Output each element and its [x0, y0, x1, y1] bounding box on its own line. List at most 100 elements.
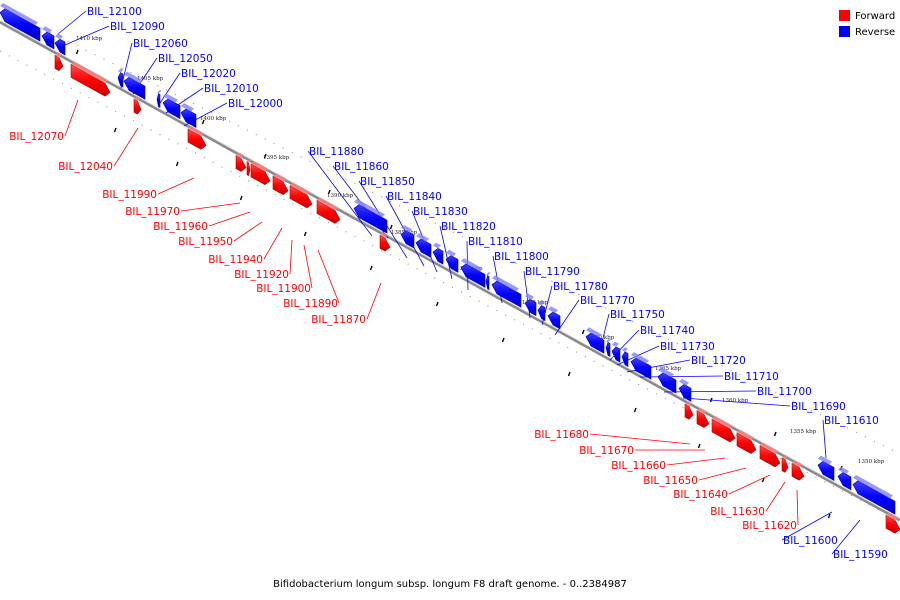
gene-label[interactable]: BIL_11820 — [441, 221, 496, 233]
gene-label[interactable]: BIL_11880 — [309, 146, 364, 158]
gene-label[interactable]: BIL_12050 — [158, 53, 213, 65]
reverse-gene-block[interactable] — [605, 341, 611, 358]
gene-label[interactable]: BIL_11790 — [525, 266, 580, 278]
gene-label[interactable]: BIL_11630 — [710, 506, 765, 518]
forward-gene-block[interactable] — [70, 63, 111, 97]
gene-label[interactable]: BIL_11950 — [178, 236, 233, 248]
forward-gene-block[interactable] — [187, 128, 207, 150]
gene-label[interactable]: BIL_11830 — [413, 206, 468, 218]
gene-label[interactable]: BIL_11890 — [283, 298, 338, 310]
gene-label[interactable]: BIL_11900 — [256, 283, 311, 295]
gene-block-bevel — [622, 347, 628, 352]
tick-mark — [303, 231, 307, 237]
gene-label[interactable]: BIL_11870 — [311, 314, 366, 326]
gene-label[interactable]: BIL_11670 — [579, 445, 634, 457]
reverse-gene-block[interactable] — [630, 357, 652, 380]
gene-callout-line — [180, 202, 241, 212]
gene-label[interactable]: BIL_11620 — [742, 520, 797, 532]
reverse-gene-block[interactable] — [621, 351, 629, 368]
gene-label[interactable]: BIL_11690 — [791, 401, 846, 413]
gene-label[interactable]: BIL_11940 — [208, 254, 263, 266]
gene-label[interactable]: BIL_12040 — [58, 161, 113, 173]
gene-label[interactable]: BIL_11590 — [833, 549, 888, 561]
reverse-gene-block[interactable] — [657, 372, 677, 394]
gene-label[interactable]: BIL_11920 — [234, 269, 289, 281]
gene-label[interactable]: BIL_11610 — [824, 415, 879, 427]
gene-label[interactable]: BIL_11860 — [334, 161, 389, 173]
gene-label[interactable]: BIL_11840 — [387, 191, 442, 203]
gene-label[interactable]: BIL_11700 — [757, 386, 812, 398]
reverse-gene-block[interactable] — [54, 38, 66, 56]
gene-label[interactable]: BIL_12100 — [87, 6, 142, 18]
reverse-gene-block[interactable] — [817, 461, 835, 481]
reverse-gene-block[interactable] — [180, 108, 197, 128]
gene-block-bevel — [792, 460, 802, 468]
gene-label[interactable]: BIL_12060 — [133, 38, 188, 50]
forward-gene-block[interactable] — [781, 457, 789, 473]
reverse-gene-block[interactable] — [162, 98, 181, 120]
gene-label[interactable]: BIL_11960 — [153, 221, 208, 233]
gene-label[interactable]: BIL_12000 — [228, 98, 283, 110]
forward-gene-block[interactable] — [696, 410, 710, 428]
reverse-gene-block[interactable] — [524, 298, 537, 317]
gene-label[interactable]: BIL_11640 — [673, 489, 728, 501]
gene-label[interactable]: BIL_11710 — [724, 371, 779, 383]
gene-block-bevel — [401, 224, 412, 233]
reverse-gene-block[interactable] — [432, 248, 444, 265]
gene-callout-line — [728, 474, 771, 495]
gene-label[interactable]: BIL_11850 — [360, 176, 415, 188]
gene-label[interactable]: BIL_12010 — [204, 83, 259, 95]
tick-mark — [327, 189, 331, 195]
reverse-gene-block[interactable] — [485, 275, 490, 291]
reverse-gene-block[interactable] — [445, 255, 459, 273]
gene-label[interactable]: BIL_11750 — [610, 309, 665, 321]
forward-gene-block[interactable] — [54, 54, 64, 72]
reverse-gene-block[interactable] — [585, 332, 605, 354]
gene-label[interactable]: BIL_11780 — [553, 281, 608, 293]
gene-label[interactable]: BIL_11650 — [643, 475, 698, 487]
reverse-gene-block[interactable] — [123, 77, 146, 100]
gene-label[interactable]: BIL_11720 — [691, 355, 746, 367]
forward-gene-block[interactable] — [379, 234, 391, 252]
gene-label[interactable]: BIL_11990 — [102, 189, 157, 201]
gene-label[interactable]: BIL_11770 — [580, 295, 635, 307]
reverse-gene-block[interactable] — [415, 238, 432, 258]
gene-label[interactable]: BIL_12090 — [110, 21, 165, 33]
gene-label[interactable]: BIL_12070 — [9, 131, 64, 143]
reverse-gene-block[interactable] — [400, 230, 415, 249]
gene-label[interactable]: BIL_12020 — [181, 68, 236, 80]
reverse-gene-block[interactable] — [611, 346, 621, 363]
forward-gene-block[interactable] — [235, 155, 247, 172]
gene-label[interactable]: BIL_11740 — [640, 325, 695, 337]
reverse-gene-block[interactable] — [491, 280, 522, 308]
gene-block-bevel — [461, 258, 483, 272]
reverse-gene-block[interactable] — [460, 263, 486, 288]
reverse-gene-block[interactable] — [156, 93, 161, 109]
gene-label[interactable]: BIL_11800 — [494, 251, 549, 263]
forward-gene-block[interactable] — [246, 161, 251, 176]
reverse-gene-block[interactable] — [547, 311, 561, 330]
forward-gene-block[interactable] — [250, 163, 271, 185]
gene-block-bevel — [236, 152, 244, 159]
tick-label: 1400 kbp — [200, 116, 227, 122]
forward-gene-block[interactable] — [684, 403, 694, 420]
reverse-gene-block[interactable] — [117, 72, 124, 88]
reverse-gene-block[interactable] — [353, 204, 388, 234]
reverse-gene-block[interactable] — [837, 472, 852, 491]
gene-label[interactable]: BIL_11600 — [783, 535, 838, 547]
reverse-gene-block[interactable] — [0, 8, 41, 42]
reverse-gene-block[interactable] — [678, 384, 692, 402]
gene-label[interactable]: BIL_11810 — [468, 236, 523, 248]
forward-gene-block[interactable] — [759, 445, 781, 468]
forward-gene-block[interactable] — [289, 184, 313, 209]
reverse-gene-block[interactable] — [537, 305, 546, 322]
reverse-gene-block[interactable] — [41, 31, 55, 50]
reverse-gene-block[interactable] — [852, 480, 896, 515]
gene-block-bevel — [737, 429, 754, 441]
gene-label[interactable]: BIL_11730 — [660, 341, 715, 353]
gene-label[interactable]: BIL_11680 — [534, 429, 589, 441]
gene-label[interactable]: BIL_11660 — [611, 460, 666, 472]
forward-gene-block[interactable] — [133, 98, 142, 115]
forward-gene-block[interactable] — [791, 462, 805, 481]
gene-label[interactable]: BIL_11970 — [125, 206, 180, 218]
